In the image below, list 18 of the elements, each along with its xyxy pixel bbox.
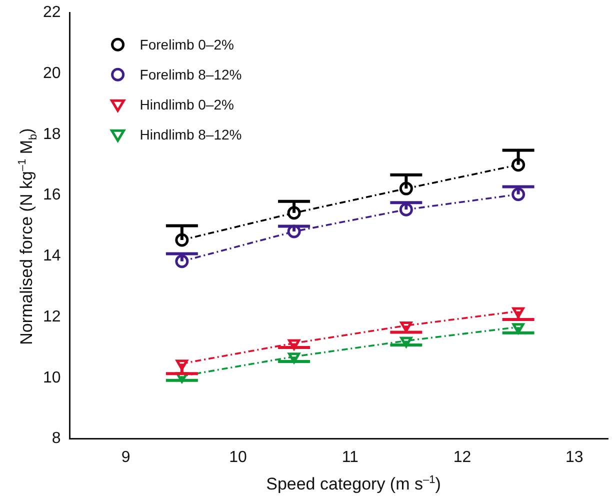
x-tick-label: 10: [229, 448, 247, 466]
y-tick-label: 12: [43, 308, 61, 326]
x-axis-title: Speed category (m s$^{–1}$): [265, 474, 442, 495]
y-tick-label: 14: [43, 248, 61, 265]
y-tick-label: 10: [43, 369, 61, 386]
legend-label: Forelimb 0–2%: [140, 36, 234, 52]
x-tick-label: 12: [453, 448, 472, 466]
x-tick-label: 13: [565, 448, 584, 466]
legend-label: Forelimb 8–12%: [140, 66, 242, 82]
y-tick-label: 22: [43, 4, 61, 22]
y-tick-label: 18: [43, 126, 61, 143]
legend-label: Hindlimb 8–12%: [140, 126, 242, 142]
legend-label: Hindlimb 0–2%: [140, 96, 234, 112]
y-tick-label: 8: [52, 430, 61, 448]
x-tick-label: 9: [121, 448, 130, 466]
y-tick-label: 20: [43, 64, 61, 82]
y-tick-label: 16: [43, 186, 61, 204]
x-tick-label: 11: [342, 448, 359, 466]
